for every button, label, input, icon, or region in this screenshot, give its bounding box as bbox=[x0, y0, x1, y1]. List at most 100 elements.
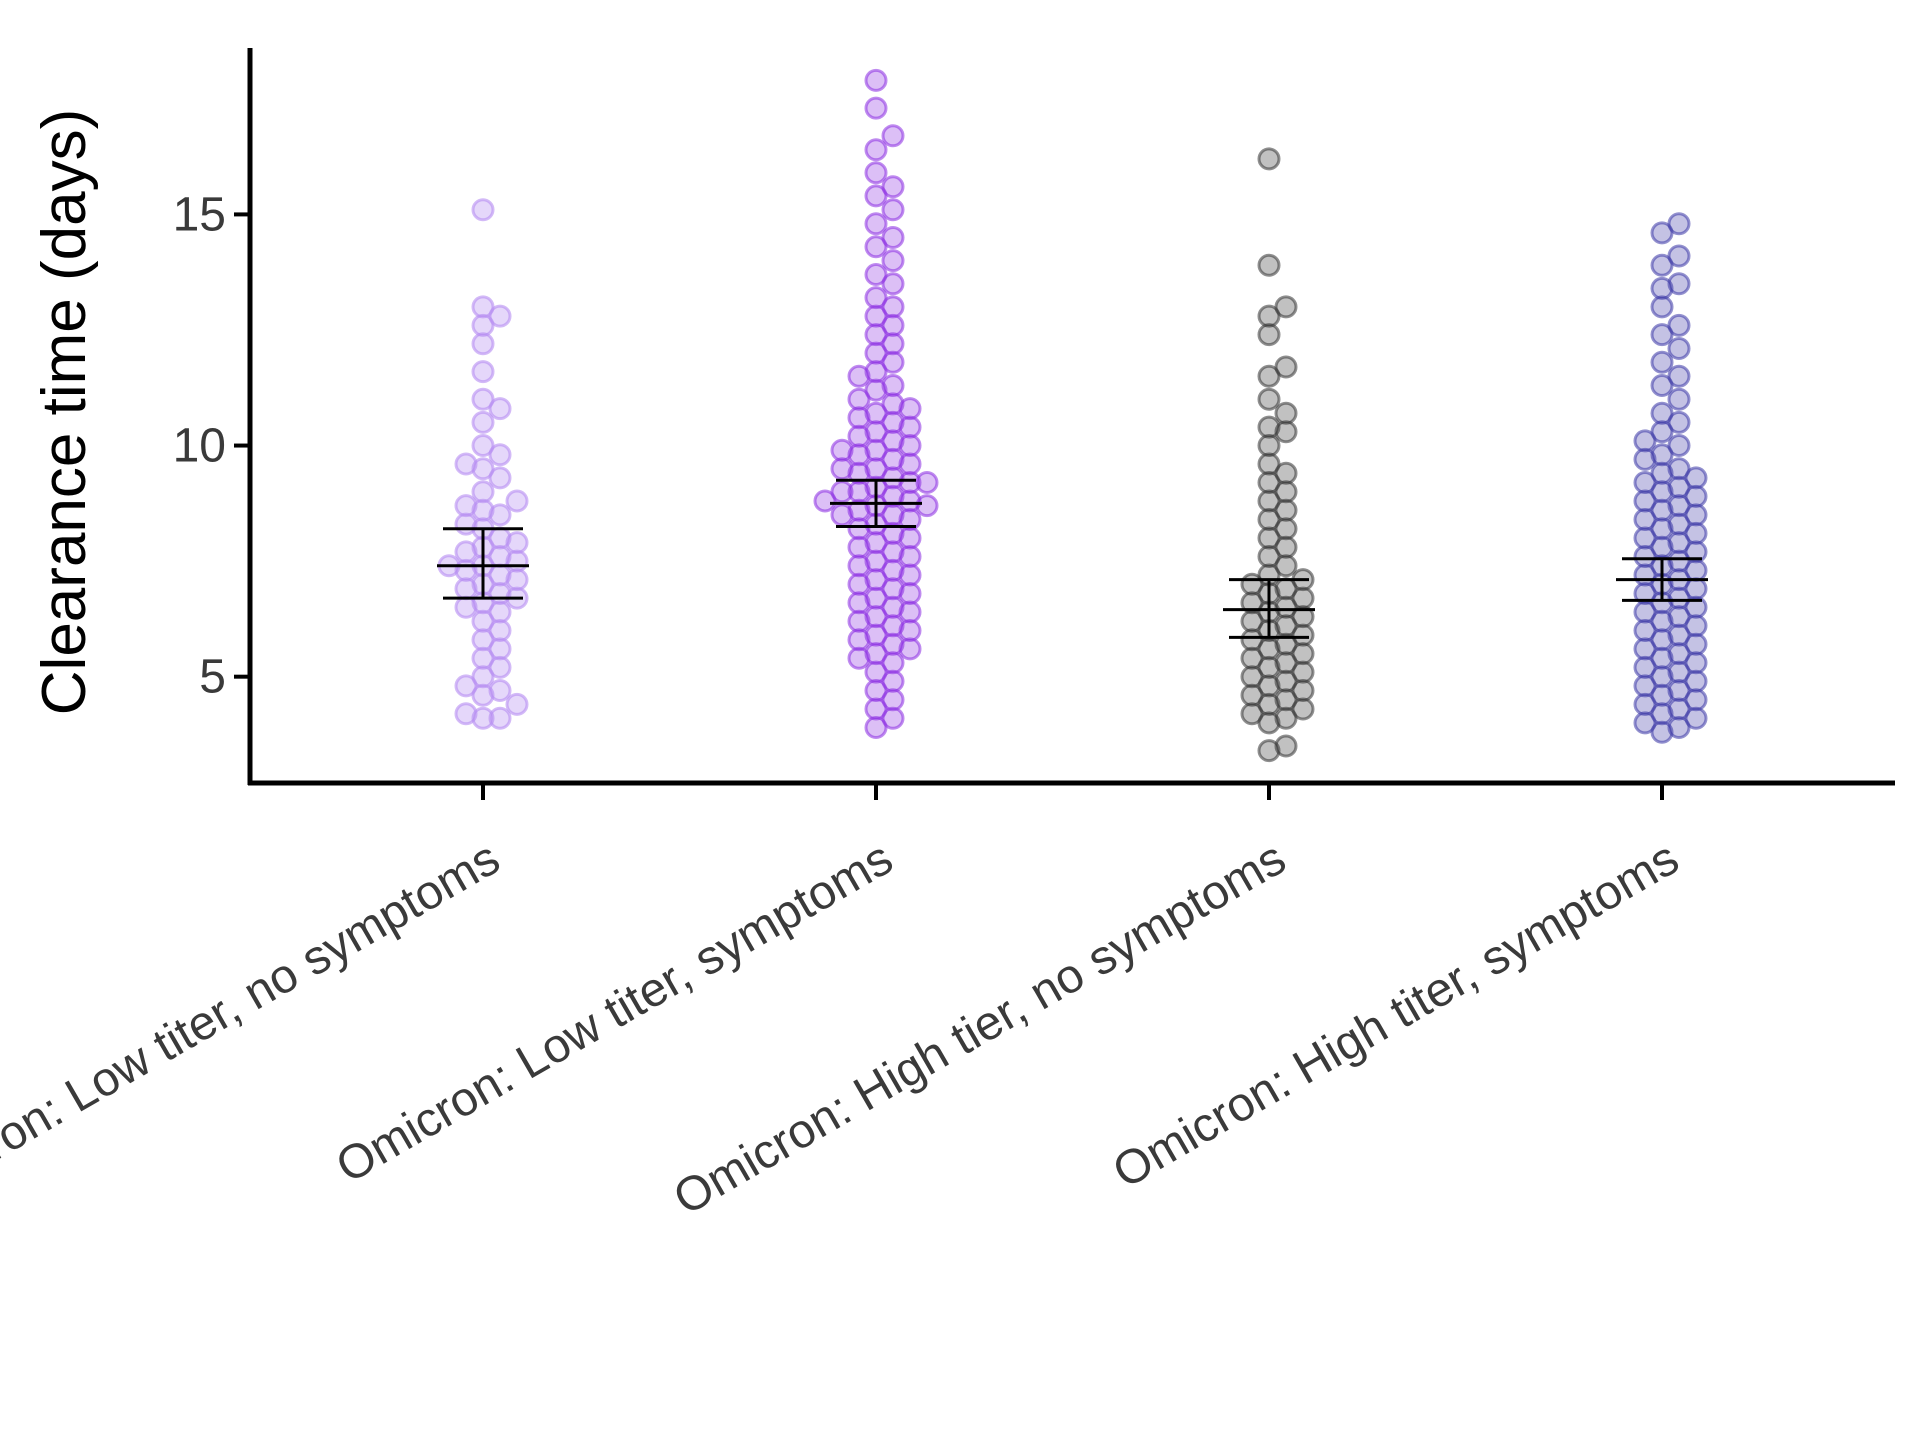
data-point bbox=[881, 124, 905, 148]
y-tick-label: 15 bbox=[173, 188, 226, 241]
y-tick-label: 5 bbox=[199, 651, 226, 704]
data-point bbox=[1650, 443, 1674, 467]
data-point bbox=[898, 397, 922, 421]
series-points-1 bbox=[437, 198, 529, 730]
data-point bbox=[471, 198, 495, 222]
data-point bbox=[488, 637, 512, 661]
data-point bbox=[1257, 147, 1281, 171]
data-point bbox=[830, 480, 854, 504]
data-point bbox=[454, 540, 478, 564]
x-axis: Omicron: Low titer, no symptoms Omicron: … bbox=[0, 780, 1895, 1227]
errorbar-4 bbox=[1616, 557, 1708, 602]
data-point bbox=[864, 184, 888, 208]
x-tick-label: Omicron: Low titer, no symptoms bbox=[0, 832, 508, 1227]
data-point bbox=[1257, 364, 1281, 388]
data-point bbox=[471, 387, 495, 411]
data-point bbox=[881, 249, 905, 273]
data-point bbox=[915, 494, 939, 518]
data-point bbox=[881, 175, 905, 199]
errorbar-2 bbox=[830, 478, 922, 528]
data-point bbox=[1274, 401, 1298, 425]
data-point bbox=[505, 489, 529, 513]
data-point bbox=[1667, 364, 1691, 388]
data-point bbox=[847, 387, 871, 411]
data-point bbox=[1650, 350, 1674, 374]
data-point bbox=[1633, 471, 1657, 494]
data-point bbox=[1274, 461, 1298, 485]
data-point bbox=[488, 443, 512, 467]
series-points-3 bbox=[1240, 147, 1315, 763]
data-point bbox=[454, 674, 478, 698]
data-point bbox=[864, 679, 888, 702]
data-point bbox=[1650, 401, 1674, 425]
data-point bbox=[1667, 313, 1691, 337]
data-points bbox=[437, 68, 1708, 763]
data-point bbox=[1257, 415, 1281, 439]
data-point bbox=[505, 692, 529, 716]
data-point bbox=[847, 364, 871, 388]
data-point bbox=[488, 503, 512, 527]
data-point bbox=[1633, 637, 1657, 661]
data-point bbox=[864, 401, 888, 425]
data-point bbox=[1684, 466, 1708, 490]
data-point bbox=[488, 397, 512, 421]
data-point bbox=[1667, 337, 1691, 360]
series-points-4 bbox=[1633, 212, 1708, 744]
data-point bbox=[1650, 323, 1674, 347]
data-point bbox=[1667, 494, 1691, 518]
data-point bbox=[471, 360, 495, 384]
data-point bbox=[488, 304, 512, 328]
data-point bbox=[1257, 387, 1281, 411]
error-bars bbox=[437, 478, 1708, 639]
series-points-2 bbox=[813, 68, 939, 739]
data-point bbox=[881, 295, 905, 319]
data-point bbox=[898, 434, 922, 457]
data-point bbox=[881, 332, 905, 356]
data-point bbox=[1667, 457, 1691, 481]
data-point bbox=[471, 706, 495, 730]
data-point bbox=[1274, 355, 1298, 379]
data-point bbox=[1667, 244, 1691, 268]
data-point bbox=[847, 535, 871, 559]
data-point bbox=[1650, 535, 1674, 559]
data-point bbox=[1274, 535, 1298, 559]
data-point bbox=[1667, 679, 1691, 702]
data-point bbox=[813, 489, 837, 513]
data-point bbox=[1650, 276, 1674, 300]
data-point bbox=[881, 374, 905, 397]
data-point bbox=[454, 702, 478, 726]
data-point bbox=[830, 503, 854, 527]
data-point bbox=[1667, 434, 1691, 457]
data-point bbox=[471, 295, 495, 319]
y-axis: 5 10 15 bbox=[173, 48, 253, 785]
data-point bbox=[471, 480, 495, 504]
data-point bbox=[488, 679, 512, 702]
data-point bbox=[1650, 374, 1674, 397]
data-point bbox=[1257, 637, 1281, 661]
data-point bbox=[881, 272, 905, 296]
data-point bbox=[864, 212, 888, 236]
data-point bbox=[1257, 253, 1281, 277]
data-point bbox=[1667, 212, 1691, 236]
data-point bbox=[454, 494, 478, 518]
data-point bbox=[881, 392, 905, 416]
data-point bbox=[864, 286, 888, 310]
data-point bbox=[1257, 739, 1281, 763]
y-axis-title: Clearance time (days) bbox=[30, 109, 99, 715]
data-point bbox=[881, 226, 905, 249]
data-point bbox=[830, 438, 854, 462]
data-point bbox=[1257, 304, 1281, 328]
data-point bbox=[471, 332, 495, 356]
data-point bbox=[1650, 221, 1674, 245]
data-point bbox=[864, 68, 888, 92]
data-point bbox=[864, 263, 888, 286]
data-point bbox=[471, 434, 495, 457]
data-point bbox=[1633, 429, 1657, 453]
errorbar-1 bbox=[437, 527, 529, 600]
data-point bbox=[864, 138, 888, 162]
data-point bbox=[1650, 253, 1674, 277]
data-point bbox=[915, 471, 939, 494]
data-point bbox=[864, 161, 888, 185]
errorbar-3 bbox=[1223, 578, 1315, 639]
data-point bbox=[488, 706, 512, 730]
